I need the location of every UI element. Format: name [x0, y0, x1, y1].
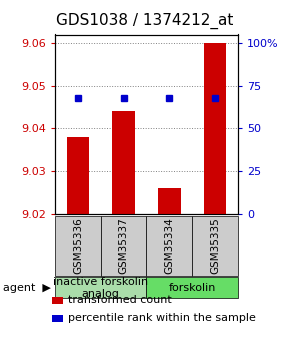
Text: transformed count: transformed count: [68, 296, 172, 305]
Text: GSM35335: GSM35335: [210, 217, 220, 274]
Text: GDS1038 / 1374212_at: GDS1038 / 1374212_at: [56, 13, 234, 29]
Bar: [112, 111, 135, 214]
Text: GSM35337: GSM35337: [119, 217, 128, 274]
Text: agent  ▶: agent ▶: [3, 283, 51, 293]
Text: forskolin: forskolin: [168, 283, 216, 293]
Text: GSM35334: GSM35334: [164, 217, 174, 274]
Bar: [204, 43, 226, 214]
Text: percentile rank within the sample: percentile rank within the sample: [68, 314, 256, 323]
Bar: [66, 137, 89, 214]
Text: GSM35336: GSM35336: [73, 217, 83, 274]
Text: inactive forskolin
analog: inactive forskolin analog: [53, 277, 148, 298]
Bar: [158, 188, 181, 214]
